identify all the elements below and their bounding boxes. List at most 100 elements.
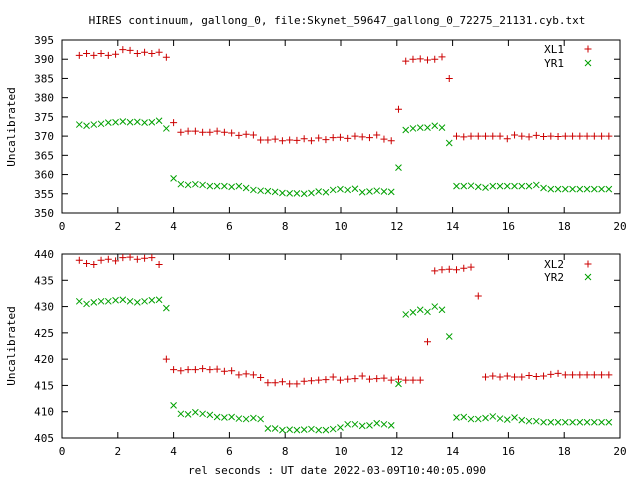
xl1-point — [126, 46, 134, 54]
xl2-point — [322, 376, 330, 384]
yr2-point — [286, 426, 294, 433]
xl1-point — [358, 133, 366, 141]
xl1-point — [503, 135, 511, 143]
xl2-point — [177, 367, 185, 375]
top-legend: XL1 YR1 — [544, 43, 592, 70]
yr1-point — [83, 122, 90, 130]
xl1-point — [184, 127, 192, 135]
xl2-point — [482, 373, 490, 381]
yr1-point — [489, 182, 497, 190]
xl1-point — [482, 132, 490, 140]
xl2-point — [460, 264, 468, 272]
yr2-point — [387, 422, 395, 429]
yr2-point — [329, 425, 337, 433]
xl2-point — [293, 380, 301, 388]
yr1-point — [322, 188, 330, 196]
xl2-point — [547, 370, 555, 378]
xl2-point — [75, 256, 83, 264]
xl1-point — [133, 49, 141, 57]
x-tick-label: 8 — [282, 220, 289, 233]
xl1-point — [104, 51, 112, 59]
yr1-point — [337, 185, 344, 193]
legend-label-yr1: YR1 — [544, 57, 564, 70]
bottom-legend: XL2 YR2 — [544, 258, 592, 284]
yr1-point — [271, 188, 279, 196]
yr2-point — [184, 410, 192, 418]
yr1-point — [315, 188, 323, 195]
xl1-point — [119, 46, 127, 54]
xl1-point — [228, 129, 236, 137]
yr2-point — [547, 418, 555, 426]
xl2-point — [249, 371, 257, 379]
xl2-point — [83, 259, 91, 267]
xl2-point — [104, 255, 112, 263]
top-x-ticks: 0 2 4 6 8 10 12 14 16 18 20 — [59, 40, 627, 233]
xl1-point — [242, 130, 250, 138]
yr1-point — [605, 185, 613, 193]
xl2-point — [561, 371, 569, 379]
yr1-point — [228, 183, 235, 191]
xl2-point — [271, 379, 279, 387]
yr1-point — [576, 185, 584, 193]
yr1-point — [344, 186, 352, 194]
xl2-point — [112, 257, 120, 265]
yr1-point — [141, 119, 148, 127]
xl1-point — [336, 133, 344, 141]
y-tick-label: 365 — [34, 149, 54, 162]
yr2-point — [460, 413, 468, 421]
top-y-ticks: 350 355 360 365 370 375 380 385 390 395 — [34, 34, 620, 220]
yr1-point — [366, 188, 373, 195]
y-tick-label: 420 — [34, 353, 54, 366]
xl1-point — [409, 55, 417, 63]
xl2-point — [351, 375, 359, 383]
xl2-point — [315, 376, 323, 384]
xl2-point — [141, 254, 149, 262]
xl2-point — [286, 380, 294, 388]
yr2-point — [300, 426, 308, 433]
xl1-point — [264, 136, 272, 144]
yr1-point — [380, 188, 388, 195]
yr2-point — [474, 415, 482, 423]
xl2-point — [206, 366, 214, 374]
xl2-point — [191, 366, 199, 374]
xl1-point — [532, 131, 540, 139]
yr1-point — [235, 182, 243, 190]
xl1-point — [278, 137, 286, 145]
xl2-point — [358, 372, 366, 380]
x-tick-label: 6 — [226, 445, 233, 458]
yr2-point — [90, 299, 98, 306]
xl2-point — [423, 338, 431, 346]
yr2-point — [569, 418, 576, 426]
yr1-point — [540, 184, 547, 192]
yr2-point — [83, 300, 90, 308]
yr2-point — [576, 418, 584, 426]
yr1-point — [199, 181, 206, 189]
yr1-point — [75, 121, 83, 128]
y-tick-label: 370 — [34, 130, 54, 143]
yr1-point — [90, 121, 98, 128]
yr1-point — [221, 182, 228, 190]
x-tick-label: 12 — [390, 220, 403, 233]
yr1-point — [126, 118, 134, 126]
xl1-point — [235, 131, 243, 139]
xl2-point — [199, 365, 207, 373]
xl2-point — [126, 253, 134, 261]
yr2-point — [162, 304, 170, 312]
yr2-point — [496, 415, 504, 422]
xl1-point — [394, 105, 402, 113]
xl1-point — [518, 132, 526, 140]
yr1-point — [554, 185, 562, 193]
x-tick-label: 2 — [114, 445, 121, 458]
x-tick-label: 8 — [282, 445, 289, 458]
yr1-point — [460, 182, 468, 190]
xl1-point — [286, 136, 294, 144]
xl1-point — [511, 131, 519, 139]
xl1-point — [583, 132, 591, 140]
yr1-point — [416, 124, 424, 132]
xl2-point — [344, 375, 352, 383]
xl2-point — [148, 254, 156, 262]
x-axis-label: rel seconds : UT date 2022-03-09T10:40:0… — [188, 464, 486, 477]
yr2-point — [271, 425, 279, 432]
yr2-point — [554, 418, 562, 426]
yr1-point — [373, 187, 381, 195]
